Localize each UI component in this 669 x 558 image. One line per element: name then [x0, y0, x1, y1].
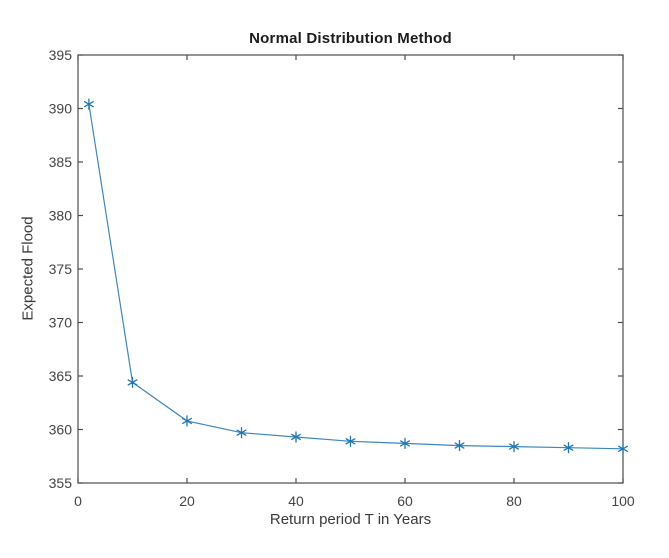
data-marker	[345, 435, 356, 447]
y-tick-label: 365	[49, 368, 73, 384]
x-tick-label: 60	[397, 493, 413, 509]
y-tick-label: 360	[49, 422, 73, 438]
y-tick-label: 385	[49, 154, 73, 170]
series-line	[88, 104, 624, 450]
plot-box	[77, 54, 624, 484]
y-tick-label: 395	[49, 47, 73, 63]
y-tick-label: 370	[49, 315, 73, 331]
y-tick-label: 355	[49, 475, 73, 491]
chart-title: Normal Distribution Method	[249, 30, 452, 47]
y-tick-label: 380	[49, 208, 73, 224]
data-marker	[400, 437, 410, 450]
data-marker	[454, 439, 465, 452]
data-marker	[618, 443, 628, 455]
x-tick-label: 0	[74, 493, 82, 509]
data-marker	[563, 442, 574, 454]
data-marker	[83, 98, 94, 110]
x-axis-label: Return period T in Years	[269, 511, 432, 528]
x-tick-label: 20	[179, 493, 195, 509]
data-marker	[236, 427, 247, 439]
x-tick-label: 100	[611, 493, 635, 509]
x-tick-label: 80	[506, 493, 522, 509]
y-tick-label: 390	[49, 101, 73, 117]
y-tick-label: 375	[49, 261, 73, 277]
data-marker	[182, 415, 192, 427]
data-marker	[291, 431, 301, 443]
data-marker	[127, 376, 138, 389]
data-marker	[509, 440, 519, 453]
x-tick-label: 40	[288, 493, 304, 509]
